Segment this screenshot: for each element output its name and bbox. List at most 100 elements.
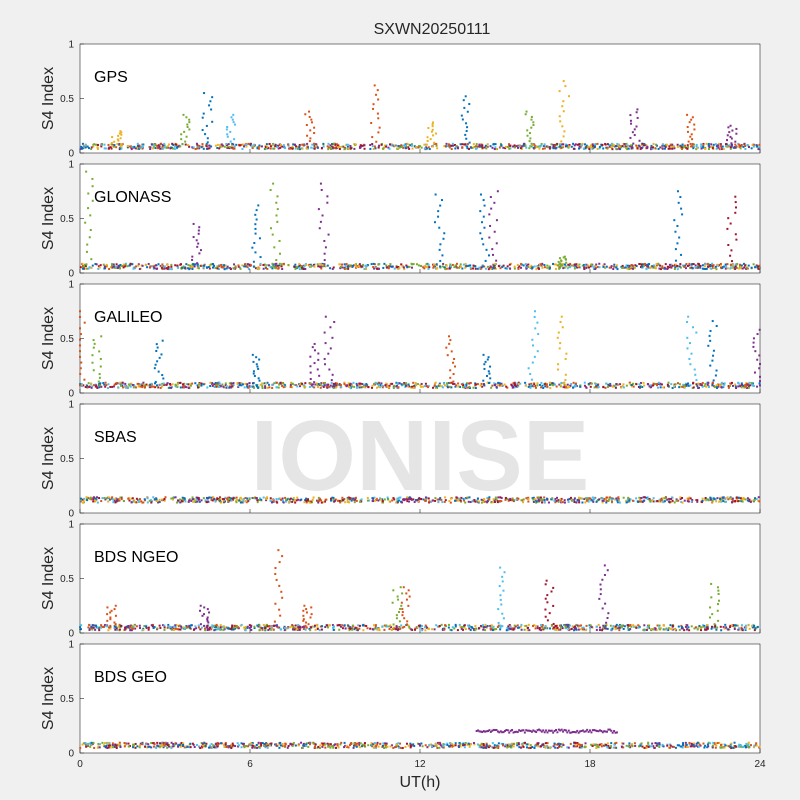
- data-point: [95, 498, 98, 501]
- data-point: [126, 626, 129, 629]
- data-point: [329, 497, 332, 500]
- data-point: [690, 263, 693, 266]
- peak-point: [197, 229, 200, 232]
- data-point: [687, 497, 690, 500]
- peak-point: [310, 384, 313, 387]
- data-point: [92, 497, 95, 500]
- data-point: [115, 265, 118, 268]
- data-point: [646, 497, 649, 500]
- data-point: [670, 628, 673, 631]
- peak-point: [193, 265, 196, 268]
- data-point: [576, 624, 579, 627]
- data-point: [462, 382, 465, 385]
- data-point: [411, 385, 414, 388]
- data-point: [568, 264, 571, 267]
- data-point: [341, 496, 344, 499]
- data-point: [541, 262, 544, 265]
- data-points: [79, 549, 759, 632]
- data-point: [246, 266, 249, 269]
- data-point: [245, 145, 248, 148]
- data-point: [749, 384, 752, 387]
- data-point: [242, 145, 245, 148]
- data-point: [558, 383, 561, 386]
- data-point: [239, 497, 242, 500]
- data-point: [729, 267, 732, 270]
- data-point: [472, 264, 475, 267]
- data-point: [388, 625, 391, 628]
- data-point: [239, 383, 242, 386]
- peak-point: [465, 122, 468, 125]
- peak-point: [462, 99, 465, 102]
- data-point: [738, 143, 741, 146]
- data-point: [464, 265, 467, 268]
- data-point: [724, 626, 727, 629]
- peak-point: [91, 354, 94, 357]
- peak-point: [559, 384, 562, 387]
- data-point: [274, 145, 277, 148]
- data-point: [504, 145, 507, 148]
- peak-point: [120, 143, 123, 146]
- data-point: [554, 501, 557, 504]
- data-point: [404, 386, 407, 389]
- peak-point: [759, 380, 761, 383]
- data-point: [310, 146, 313, 149]
- peak-point: [197, 242, 200, 245]
- data-point: [229, 267, 232, 270]
- data-point: [584, 264, 587, 267]
- data-point: [437, 500, 440, 503]
- data-point: [419, 264, 422, 267]
- data-point: [751, 626, 754, 629]
- data-point: [330, 147, 333, 150]
- data-point: [266, 145, 269, 148]
- peak-point: [485, 248, 488, 251]
- peak-point: [758, 354, 761, 357]
- data-point: [328, 386, 331, 389]
- data-point: [256, 146, 259, 149]
- data-point: [530, 382, 533, 385]
- data-point: [100, 145, 103, 148]
- data-point: [412, 381, 415, 384]
- data-point: [114, 626, 117, 629]
- data-point: [91, 264, 94, 267]
- peak-point: [197, 232, 200, 235]
- peak-point: [695, 331, 698, 334]
- peak-point: [561, 125, 564, 128]
- data-point: [347, 497, 350, 500]
- data-point: [720, 267, 723, 270]
- peak-point: [254, 232, 257, 235]
- data-point: [147, 626, 150, 629]
- data-point: [301, 626, 304, 629]
- data-point: [721, 266, 724, 269]
- data-point: [155, 264, 158, 267]
- data-point: [750, 147, 753, 150]
- data-point: [664, 496, 667, 499]
- data-point: [172, 497, 175, 500]
- peak-point: [452, 373, 455, 376]
- data-point: [181, 496, 184, 499]
- data-point: [623, 143, 626, 146]
- data-point: [648, 497, 651, 500]
- peak-point: [711, 384, 714, 387]
- data-point: [484, 500, 487, 503]
- data-point: [517, 146, 520, 149]
- peak-point: [323, 239, 326, 242]
- data-point: [591, 147, 594, 150]
- data-point: [324, 381, 327, 384]
- data-point: [624, 266, 627, 269]
- data-point: [607, 500, 610, 503]
- data-point: [670, 496, 673, 499]
- data-point: [177, 625, 180, 628]
- data-point: [581, 501, 584, 504]
- data-point: [474, 387, 477, 390]
- data-point: [562, 263, 565, 266]
- data-point: [688, 496, 691, 499]
- data-point: [231, 624, 234, 627]
- data-point: [754, 266, 757, 269]
- data-point: [748, 500, 751, 503]
- peak-point: [442, 237, 445, 240]
- data-point: [499, 142, 502, 145]
- data-point: [130, 382, 133, 385]
- data-point: [305, 497, 308, 500]
- peak-point: [196, 262, 199, 265]
- data-point: [475, 627, 478, 630]
